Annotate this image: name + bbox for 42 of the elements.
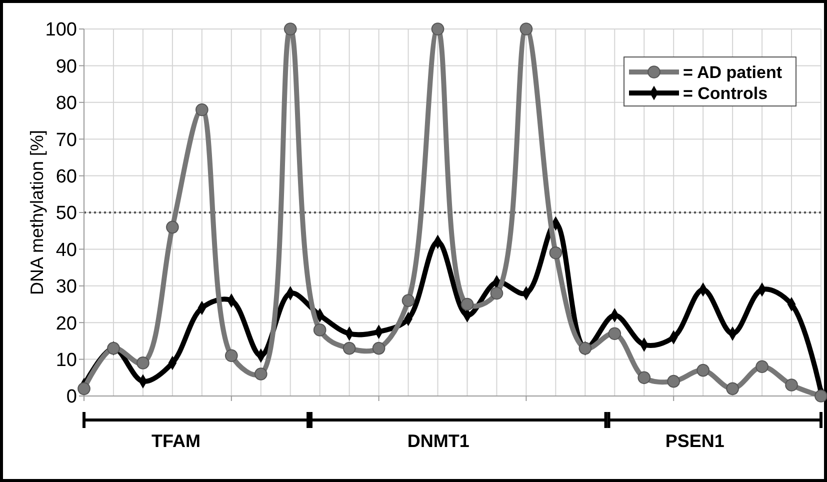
- point: [166, 220, 179, 234]
- point: [402, 294, 415, 307]
- y-tick-label: 30: [56, 276, 77, 298]
- y-tick-label: 0: [66, 386, 77, 408]
- y-tick-label: 80: [56, 93, 77, 114]
- point: [520, 22, 533, 36]
- text: PSEN1: [665, 431, 724, 451]
- point: [431, 22, 444, 36]
- y-tick-label: 10: [56, 350, 77, 371]
- legend-label: = Controls: [683, 84, 768, 103]
- point: [78, 382, 90, 396]
- point: [814, 390, 827, 402]
- point: [696, 364, 710, 377]
- point: [254, 368, 268, 380]
- point: [608, 327, 622, 340]
- point: [638, 371, 651, 384]
- point: [372, 342, 386, 355]
- text: TFAM: [152, 431, 201, 451]
- point: [460, 298, 474, 311]
- point: [785, 378, 798, 392]
- point: [224, 349, 238, 362]
- point: [578, 342, 592, 355]
- point: [726, 382, 739, 396]
- point: [342, 342, 356, 355]
- y-tick-label: 50: [56, 203, 77, 224]
- point: [196, 103, 208, 116]
- y-tick-label: 70: [56, 130, 77, 151]
- y-tick-label: 100: [45, 20, 77, 41]
- y-axis-title: DNA methylation [%]: [27, 130, 47, 296]
- point: [284, 22, 297, 36]
- text: DNMT1: [407, 431, 470, 451]
- y-tick-label: 20: [56, 313, 77, 334]
- point: [313, 324, 326, 336]
- point: [667, 374, 680, 388]
- point: [549, 246, 562, 260]
- point: [136, 356, 150, 370]
- y-tick-label: 90: [56, 56, 77, 78]
- point: [756, 360, 768, 374]
- y-tick-label: 60: [56, 166, 77, 188]
- y-tick-label: 40: [56, 240, 77, 261]
- point: [490, 286, 504, 300]
- legend-label: = AD patient: [683, 62, 782, 82]
